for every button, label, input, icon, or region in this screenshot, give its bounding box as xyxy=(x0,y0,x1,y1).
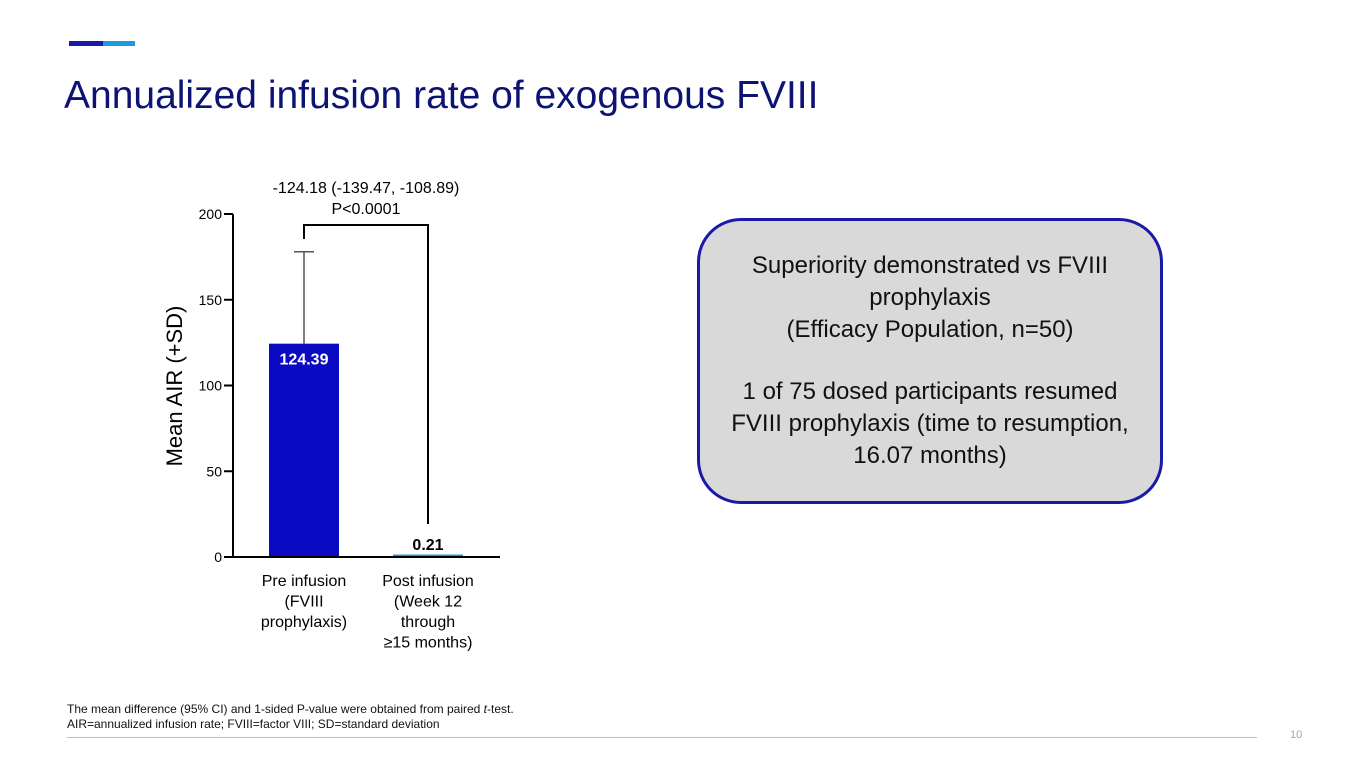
footnotes: The mean difference (95% CI) and 1-sided… xyxy=(67,702,514,732)
comparison-annotation-pvalue: P<0.0001 xyxy=(332,201,401,218)
page-number: 10 xyxy=(1290,729,1303,741)
footer-divider xyxy=(67,737,1257,738)
comparison-annotation-difference: -124.18 (-139.47, -108.89) xyxy=(273,180,460,197)
footnote-method-post: -test. xyxy=(487,702,514,716)
footnote-method: The mean difference (95% CI) and 1-sided… xyxy=(67,702,514,717)
bar-pre-infusion xyxy=(269,343,339,557)
bar-post-infusion xyxy=(393,554,463,557)
accent-bar-light xyxy=(103,41,135,46)
x-tick-label: (Week 12 xyxy=(394,594,462,611)
x-tick-label: prophylaxis) xyxy=(261,614,347,631)
x-tick-label: through xyxy=(401,614,455,631)
y-tick-label: 0 xyxy=(214,549,222,565)
superiority-callout-box: Superiority demonstrated vs FVIII prophy… xyxy=(697,218,1163,504)
callout-line-population: (Efficacy Population, n=50) xyxy=(786,316,1074,343)
x-tick-label: ≥15 months) xyxy=(384,635,473,652)
accent-bar-dark xyxy=(69,41,103,46)
y-tick-label: 200 xyxy=(199,206,223,222)
x-tick-label: Pre infusion xyxy=(262,573,347,590)
y-tick-label: 50 xyxy=(206,463,222,479)
x-tick-label: Post infusion xyxy=(382,573,474,590)
data-label-pre-infusion: 124.39 xyxy=(280,352,329,369)
y-tick-label: 150 xyxy=(199,292,223,308)
callout-line-superiority: Superiority demonstrated vs FVIII prophy… xyxy=(751,252,1109,311)
data-label-post-infusion: 0.21 xyxy=(412,537,443,554)
footnote-method-pre: The mean difference (95% CI) and 1-sided… xyxy=(67,702,484,716)
y-axis-label: Mean AIR (+SD) xyxy=(162,306,187,467)
footnote-abbreviations: AIR=annualized infusion rate; FVIII=fact… xyxy=(67,717,440,731)
callout-line-resumed: 1 of 75 dosed participants resumed FVIII… xyxy=(731,378,1129,469)
y-tick-label: 100 xyxy=(199,378,223,394)
footnote-method-italic: t xyxy=(483,702,488,716)
significance-bracket xyxy=(303,224,429,524)
x-tick-label: (FVIII xyxy=(284,594,323,611)
slide-title: Annualized infusion rate of exogenous FV… xyxy=(64,74,819,117)
